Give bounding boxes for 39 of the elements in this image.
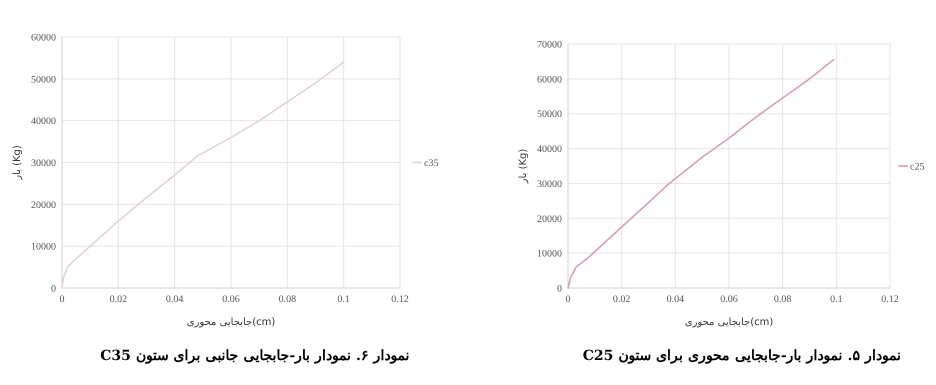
- y-tick-label: 50000: [31, 74, 56, 86]
- x-tick-label: 0.04: [166, 294, 184, 305]
- x-tick-label: 0.02: [110, 294, 128, 305]
- y-tick-label: 60000: [31, 32, 56, 44]
- y-tick-label: 20000: [31, 200, 56, 211]
- x-tick-label: 0: [60, 294, 64, 305]
- legend-label: c25: [910, 162, 924, 172]
- x-tick-label: 0: [566, 294, 570, 305]
- y-tick-label: 40000: [537, 144, 562, 156]
- x-tick-label: 0.08: [278, 294, 296, 305]
- legend-label: c35: [424, 158, 438, 169]
- x-tick-label: 0.02: [612, 294, 630, 305]
- y-tick-label: 0: [51, 284, 56, 294]
- y-tick-label: 60000: [537, 74, 562, 86]
- y-tick-label: 10000: [537, 248, 562, 260]
- x-tick-label: 0.12: [881, 294, 899, 305]
- y-axis-title: بار (Kg): [518, 148, 529, 184]
- text: نمودار ۶. نمودار بار-جابجایی جانبی برای ستون C35: [100, 348, 410, 364]
- x-tick-label: 0.06: [222, 294, 240, 305]
- y-tick-label: 30000: [537, 178, 562, 190]
- x-tick-label: 0.12: [391, 294, 409, 305]
- y-tick-label: 40000: [31, 116, 56, 128]
- text: نمودار ۵. نمودار بار-جابجایی محوری برای ستون C25: [582, 348, 902, 364]
- y-axis-title: بار (Kg): [12, 145, 23, 181]
- x-axis-title: جابجایی محوری(cm): [684, 317, 774, 328]
- y-tick-label: 10000: [31, 242, 56, 253]
- x-tick-label: 0.04: [666, 294, 684, 305]
- y-tick-label: 20000: [537, 214, 562, 225]
- y-tick-label: 70000: [537, 40, 562, 50]
- y-tick-label: 30000: [31, 158, 56, 169]
- x-tick-label: 0.06: [720, 294, 738, 305]
- y-tick-label: 50000: [537, 109, 562, 120]
- x-axis-title: جابجایی محوری(cm): [186, 317, 276, 328]
- x-tick-label: 0.08: [774, 294, 792, 305]
- line-series: [567, 58, 834, 289]
- x-tick-label: 0.1: [337, 294, 350, 305]
- x-tick-label: 0.1: [830, 294, 843, 305]
- y-tick-label: 0: [557, 284, 562, 294]
- line-series: [61, 61, 344, 289]
